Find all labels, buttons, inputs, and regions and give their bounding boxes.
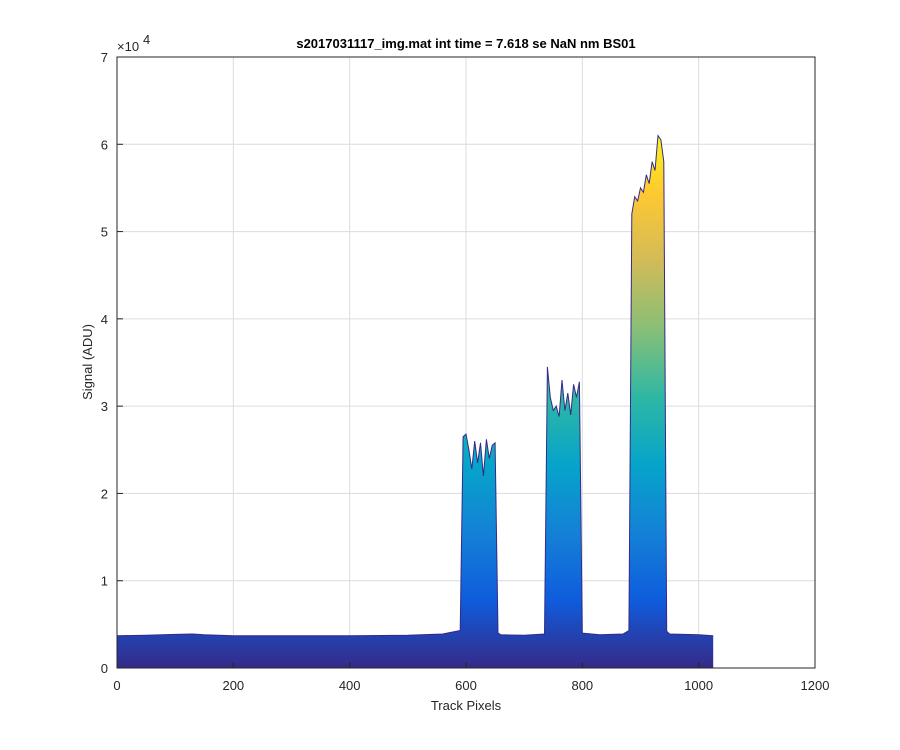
x-tick-label: 800 [571,678,593,693]
x-tick-label: 600 [455,678,477,693]
y-exponent-power: 4 [143,32,150,47]
grid-lines [117,57,815,668]
x-tick-label: 200 [222,678,244,693]
chart-title: s2017031117_img.mat int time = 7.618 se … [296,36,635,51]
x-axis-label: Track Pixels [431,698,502,713]
x-tick-label: 1000 [684,678,713,693]
x-tick-label: 1200 [801,678,830,693]
y-tick-label: 7 [101,50,108,65]
y-tick-label: 3 [101,399,108,414]
y-tick-label: 6 [101,137,108,152]
y-axis-label: Signal (ADU) [80,324,95,400]
signal-area [117,135,714,669]
signal-line [116,134,714,637]
y-exponent-base: ×10 [117,39,139,54]
y-axis-ticks: 0 1 2 3 4 5 6 7 [101,50,123,676]
x-axis-ticks: 0 200 400 600 800 1000 1200 [113,662,829,693]
y-tick-label: 1 [101,574,108,589]
x-tick-label: 0 [113,678,120,693]
y-tick-label: 5 [101,225,108,240]
y-tick-label: 0 [101,661,108,676]
y-tick-label: 4 [101,312,108,327]
y-tick-label: 2 [101,486,108,501]
x-tick-label: 400 [339,678,361,693]
